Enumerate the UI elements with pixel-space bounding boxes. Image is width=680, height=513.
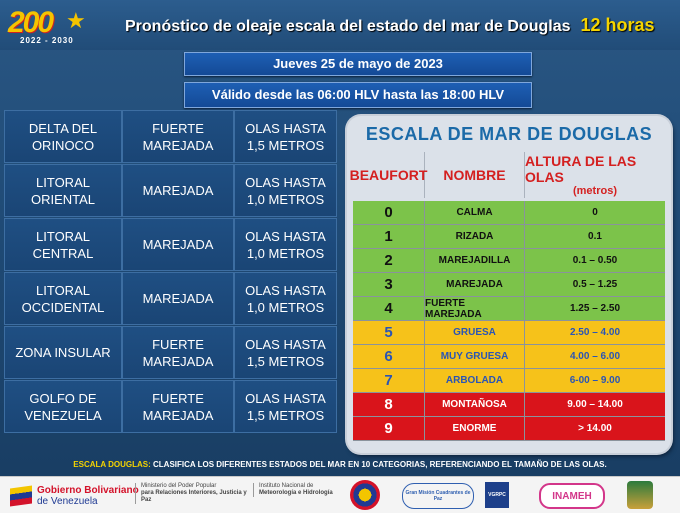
- region-waves: OLAS HASTA 1,5 METROS: [234, 380, 337, 433]
- region-row: ZONA INSULAR FUERTE MAREJADA OLAS HASTA 1,5 …: [4, 326, 337, 379]
- header-unit: (metros): [572, 185, 617, 197]
- region-waves: OLAS HASTA 1,0 METROS: [234, 164, 337, 217]
- scale-beaufort: 5: [353, 321, 425, 344]
- scale-beaufort: 4: [353, 297, 425, 320]
- region-zone: ZONA INSULAR: [4, 326, 122, 379]
- scale-height: 1.25 – 2.50: [569, 303, 621, 314]
- page-title: Pronóstico de oleaje escala del estado d…: [125, 15, 655, 36]
- region-state: MAREJADA: [122, 164, 234, 217]
- logo-years: 2022 - 2030: [20, 36, 74, 45]
- scale-height: > 14.00: [578, 423, 612, 434]
- scale-beaufort: 9: [353, 417, 425, 440]
- scale-beaufort: 2: [353, 249, 425, 272]
- title-hours: 12 horas: [580, 15, 655, 35]
- scale-name: ENORME: [425, 417, 525, 440]
- scale-beaufort: 3: [353, 273, 425, 296]
- scale-height: 0.5 – 1.25: [572, 279, 618, 290]
- scale-row: 0 CALMA 0: [353, 201, 665, 225]
- region-row: DELTA DEL ORINOCO FUERTE MAREJADA OLAS HASTA…: [4, 110, 337, 163]
- scale-row: 9 ENORME > 14.00: [353, 417, 665, 441]
- scale-row: 8 MONTAÑOSA 9.00 – 14.00: [353, 393, 665, 417]
- scale-beaufort: 1: [353, 225, 425, 248]
- region-state: FUERTE MAREJADA: [122, 110, 234, 163]
- scale-height: 4.00 – 6.00: [569, 351, 621, 362]
- header-height: ALTURA DE LAS OLAS (metros): [525, 153, 637, 197]
- region-state: MAREJADA: [122, 218, 234, 271]
- region-waves: OLAS HASTA 1,5 METROS: [234, 110, 337, 163]
- venezuela-flag-icon: [10, 485, 32, 507]
- scale-name: FUERTE MAREJADA: [425, 297, 525, 320]
- validity-banner: Válido desde las 06:00 HLV hasta las 18:…: [184, 82, 532, 108]
- region-row: GOLFO DE VENEZUELA FUERTE MAREJADA OLAS HAST…: [4, 380, 337, 433]
- region-state: MAREJADA: [122, 272, 234, 325]
- scale-row: 4 FUERTE MAREJADA 1.25 – 2.50: [353, 297, 665, 321]
- star-icon: ★: [66, 8, 86, 33]
- region-row: LITORAL OCCIDENTAL MAREJADA OLAS HASTA 1,0 M…: [4, 272, 337, 325]
- region-waves: OLAS HASTA 1,0 METROS: [234, 272, 337, 325]
- region-zone: DELTA DEL ORINOCO: [4, 110, 122, 163]
- scale-beaufort: 0: [353, 201, 425, 224]
- gobierno-logo: Gobierno Bolivariano de Venezuela: [10, 482, 139, 510]
- scale-name: MAREJADILLA: [425, 249, 525, 272]
- national-seal-icon: [350, 480, 380, 510]
- scale-name: MUY GRUESA: [425, 345, 525, 368]
- scale-beaufort: 8: [353, 393, 425, 416]
- ministry-label: Ministerio del Poder Popular para Relaci…: [135, 483, 256, 504]
- footnote: ESCALA DOUGLAS: CLASIFICA LOS DIFERENTES…: [0, 460, 680, 469]
- region-zone: LITORAL OCCIDENTAL: [4, 272, 122, 325]
- region-waves: OLAS HASTA 1,5 METROS: [234, 326, 337, 379]
- scale-height: 6-00 – 9.00: [569, 375, 621, 386]
- scale-name: CALMA: [425, 201, 525, 224]
- scale-height: 0.1: [588, 231, 602, 242]
- scale-header-row: BEAUFORT NOMBRE ALTURA DE LAS OLAS (metr…: [350, 152, 665, 198]
- scale-name: MAREJADA: [425, 273, 525, 296]
- footnote-text: CLASIFICA LOS DIFERENTES ESTADOS DEL MAR…: [153, 460, 607, 469]
- scale-name: ARBOLADA: [425, 369, 525, 392]
- scale-row: 3 MAREJADA 0.5 – 1.25: [353, 273, 665, 297]
- scale-height: 2.50 – 4.00: [569, 327, 621, 338]
- scale-row: 1 RIZADA 0.1: [353, 225, 665, 249]
- emblem-icon: [627, 481, 653, 509]
- region-zone: LITORAL CENTRAL: [4, 218, 122, 271]
- vgrpc-logo: VGRPC: [485, 482, 509, 508]
- institute-label: Instituto Nacional de Meteorología e Hid…: [253, 483, 349, 497]
- region-row: LITORAL ORIENTAL MAREJADA OLAS HASTA 1,0 MET…: [4, 164, 337, 217]
- scale-row: 2 MAREJADILLA 0.1 – 0.50: [353, 249, 665, 273]
- region-state: FUERTE MAREJADA: [122, 380, 234, 433]
- footnote-lead: ESCALA DOUGLAS:: [73, 460, 151, 469]
- scale-title: ESCALA DE MAR DE DOUGLAS: [365, 124, 653, 144]
- header-name: NOMBRE: [425, 152, 525, 198]
- title-text: Pronóstico de oleaje escala del estado d…: [125, 18, 571, 35]
- scale-height: 0.1 – 0.50: [572, 255, 618, 266]
- cuadrantes-de-paz-logo: Gran Misión Cuadrantes de Paz: [402, 483, 474, 509]
- scale-name: RIZADA: [425, 225, 525, 248]
- region-waves: OLAS HASTA 1,0 METROS: [234, 218, 337, 271]
- date-banner: Jueves 25 de mayo de 2023: [184, 52, 532, 76]
- header-bar: 200 ★ 2022 - 2030 Pronóstico de oleaje e…: [0, 0, 680, 50]
- scale-rows: 0 CALMA 0 1 RIZADA 0.1 2 MAREJADILLA 0.1 – 0.50 3…: [353, 201, 665, 441]
- region-state: FUERTE MAREJADA: [122, 326, 234, 379]
- scale-row: 6 MUY GRUESA 4.00 – 6.00: [353, 345, 665, 369]
- header-beaufort: BEAUFORT: [350, 152, 427, 198]
- scale-row: 5 GRUESA 2.50 – 4.00: [353, 321, 665, 345]
- douglas-scale-card: ESCALA DE MAR DE DOUGLAS BEAUFORT NOMBRE…: [347, 116, 671, 453]
- regions-table: DELTA DEL ORINOCO FUERTE MAREJADA OLAS HASTA…: [4, 110, 337, 434]
- footer-logos: Gobierno Bolivariano de Venezuela Minist…: [0, 476, 680, 513]
- gob-line1: Gobierno Bolivariano: [37, 485, 139, 496]
- region-zone: GOLFO DE VENEZUELA: [4, 380, 122, 433]
- region-row: LITORAL CENTRAL MAREJADA OLAS HASTA 1,0 METR…: [4, 218, 337, 271]
- inameh-logo: INAMEH: [539, 483, 605, 509]
- scale-beaufort: 6: [353, 345, 425, 368]
- gob-line2: de Venezuela: [37, 496, 98, 507]
- scale-row: 7 ARBOLADA 6-00 – 9.00: [353, 369, 665, 393]
- scale-name: GRUESA: [425, 321, 525, 344]
- scale-height: 9.00 – 14.00: [567, 399, 623, 410]
- scale-beaufort: 7: [353, 369, 425, 392]
- region-zone: LITORAL ORIENTAL: [4, 164, 122, 217]
- scale-height: 0: [592, 207, 598, 218]
- bicentennial-logo: 200 ★ 2022 - 2030: [8, 6, 116, 46]
- logo-number: 200: [8, 6, 54, 39]
- scale-name: MONTAÑOSA: [425, 393, 525, 416]
